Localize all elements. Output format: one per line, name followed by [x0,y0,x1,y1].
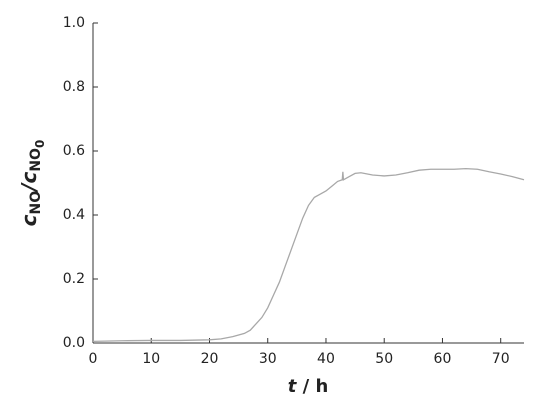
y-tick-label: 0.0 [63,335,85,351]
y-tick-label: 0.2 [63,271,85,287]
data-line [92,167,525,343]
y-tick-label: 0.6 [63,143,85,159]
x-label-part: / h [296,376,328,397]
y-tick-label: 0.8 [63,79,85,95]
y-axis-label: cNO/cNO0 [17,140,47,227]
y-tick-label: 0.4 [63,207,85,223]
x-tick-label: 0 [89,351,98,367]
y-tick-label: 1.0 [63,15,85,31]
y-label-part: c [17,214,41,226]
y-label-part: NO [28,191,44,215]
x-tick-label: 10 [142,351,160,367]
x-tick-label: 50 [375,351,393,367]
y-label-part: /c [17,172,41,193]
x-tick-label: 60 [434,351,452,367]
x-tick-label: 30 [259,351,277,367]
x-label-part: t [288,376,298,397]
x-tick-label: 20 [201,351,219,367]
y-label-part: NO [28,148,44,172]
y-label-part: 0 [33,140,47,148]
x-axis-label: t / h [288,376,329,397]
x-tick-label: 40 [317,351,335,367]
x-tick-label: 70 [492,351,510,367]
